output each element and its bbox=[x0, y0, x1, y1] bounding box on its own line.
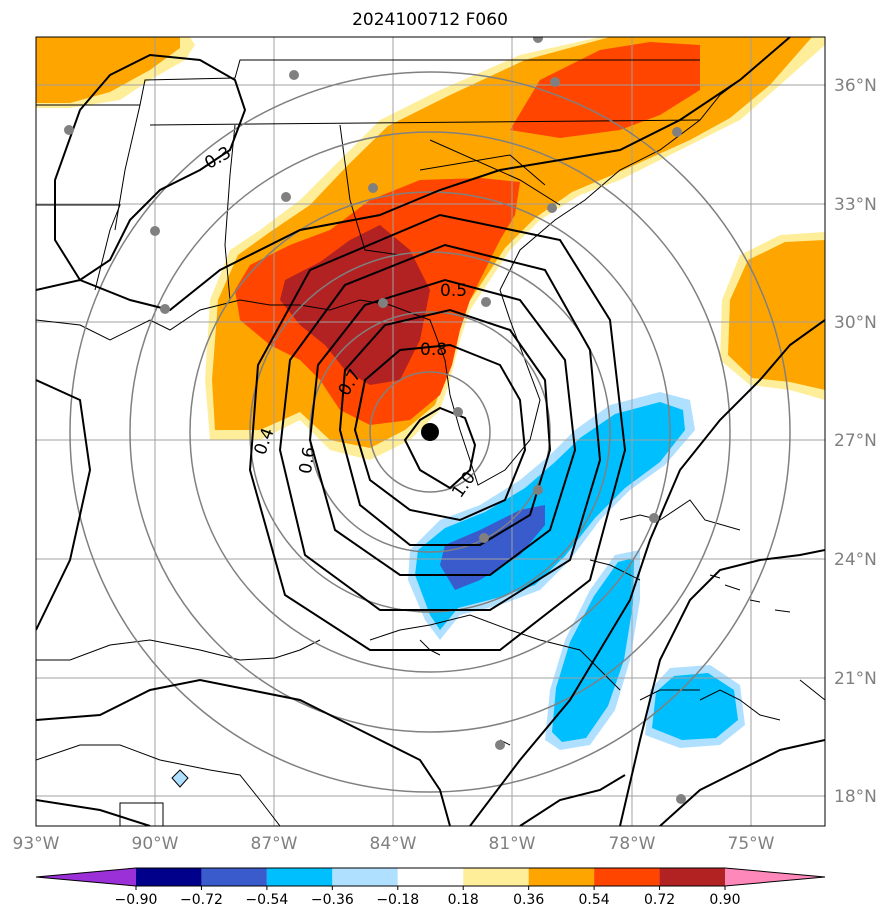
colorbar-segment bbox=[594, 868, 660, 886]
latitude-labels: 36°N 33°N 30°N 27°N 24°N 21°N 18°N bbox=[834, 76, 877, 807]
colorbar-tick-label: −0.18 bbox=[376, 892, 419, 908]
contour-label-0.8: 0.8 bbox=[420, 340, 447, 360]
colorbar-segment bbox=[332, 868, 398, 886]
plot-frame bbox=[35, 36, 826, 827]
lat-label-18N: 18°N bbox=[834, 787, 877, 807]
colorbar-segment bbox=[136, 868, 202, 886]
colorbar-segment bbox=[266, 868, 333, 886]
lat-label-30N: 30°N bbox=[834, 313, 877, 333]
lon-label-90W: 90°W bbox=[132, 834, 179, 854]
longitude-labels: 93°W 90°W 87°W 84°W 81°W 78°W 75°W bbox=[13, 834, 775, 854]
colorbar: −0.90 −0.72 −0.54 −0.36 −0.18 0.18 0.36 0.54 0.7… bbox=[35, 867, 826, 908]
colorbar-tick-label: −0.72 bbox=[180, 892, 223, 908]
lat-label-21N: 21°N bbox=[834, 669, 877, 689]
positive-anomaly-shading bbox=[36, 37, 825, 460]
colorbar-tick-label: 0.54 bbox=[579, 892, 610, 908]
colorbar-segment bbox=[397, 868, 464, 886]
colorbar-segment bbox=[659, 868, 725, 886]
contour-lines bbox=[36, 37, 825, 826]
contour-label-0.5: 0.5 bbox=[440, 281, 467, 301]
lon-label-84W: 84°W bbox=[370, 834, 417, 854]
lon-label-87W: 87°W bbox=[251, 834, 298, 854]
lat-label-36N: 36°N bbox=[834, 76, 877, 96]
lat-label-33N: 33°N bbox=[834, 195, 877, 215]
lat-label-24N: 24°N bbox=[834, 550, 877, 570]
map-title: 2024100712 F060 bbox=[352, 10, 508, 30]
colorbar-tick-label: −0.36 bbox=[311, 892, 354, 908]
colorbar-segment bbox=[201, 868, 267, 886]
colorbar-extend-low bbox=[36, 868, 136, 886]
colorbar-tick-label: 0.90 bbox=[709, 892, 740, 908]
map-plot-area: 0.3 0.4 0.5 0.6 0.7 0.8 1.0 bbox=[36, 37, 825, 826]
colorbar-tick-label: 0.72 bbox=[644, 892, 675, 908]
contour-label-0.6: 0.6 bbox=[296, 445, 320, 475]
station-markers bbox=[64, 37, 686, 804]
colorbar-segment bbox=[528, 868, 595, 886]
colorbar-extend-high bbox=[725, 868, 825, 886]
lon-label-78W: 78°W bbox=[609, 834, 656, 854]
colorbar-tick-label: 0.36 bbox=[513, 892, 544, 908]
lat-label-27N: 27°N bbox=[834, 431, 877, 451]
colorbar-tick-label: 0.18 bbox=[448, 892, 479, 908]
lon-label-93W: 93°W bbox=[13, 834, 60, 854]
colorbar-segment bbox=[463, 868, 529, 886]
lon-label-75W: 75°W bbox=[728, 834, 775, 854]
lon-label-81W: 81°W bbox=[489, 834, 536, 854]
storm-center-marker bbox=[421, 423, 439, 441]
colorbar-tick-label: −0.90 bbox=[115, 892, 158, 908]
colorbar-tick-label: −0.54 bbox=[245, 892, 288, 908]
